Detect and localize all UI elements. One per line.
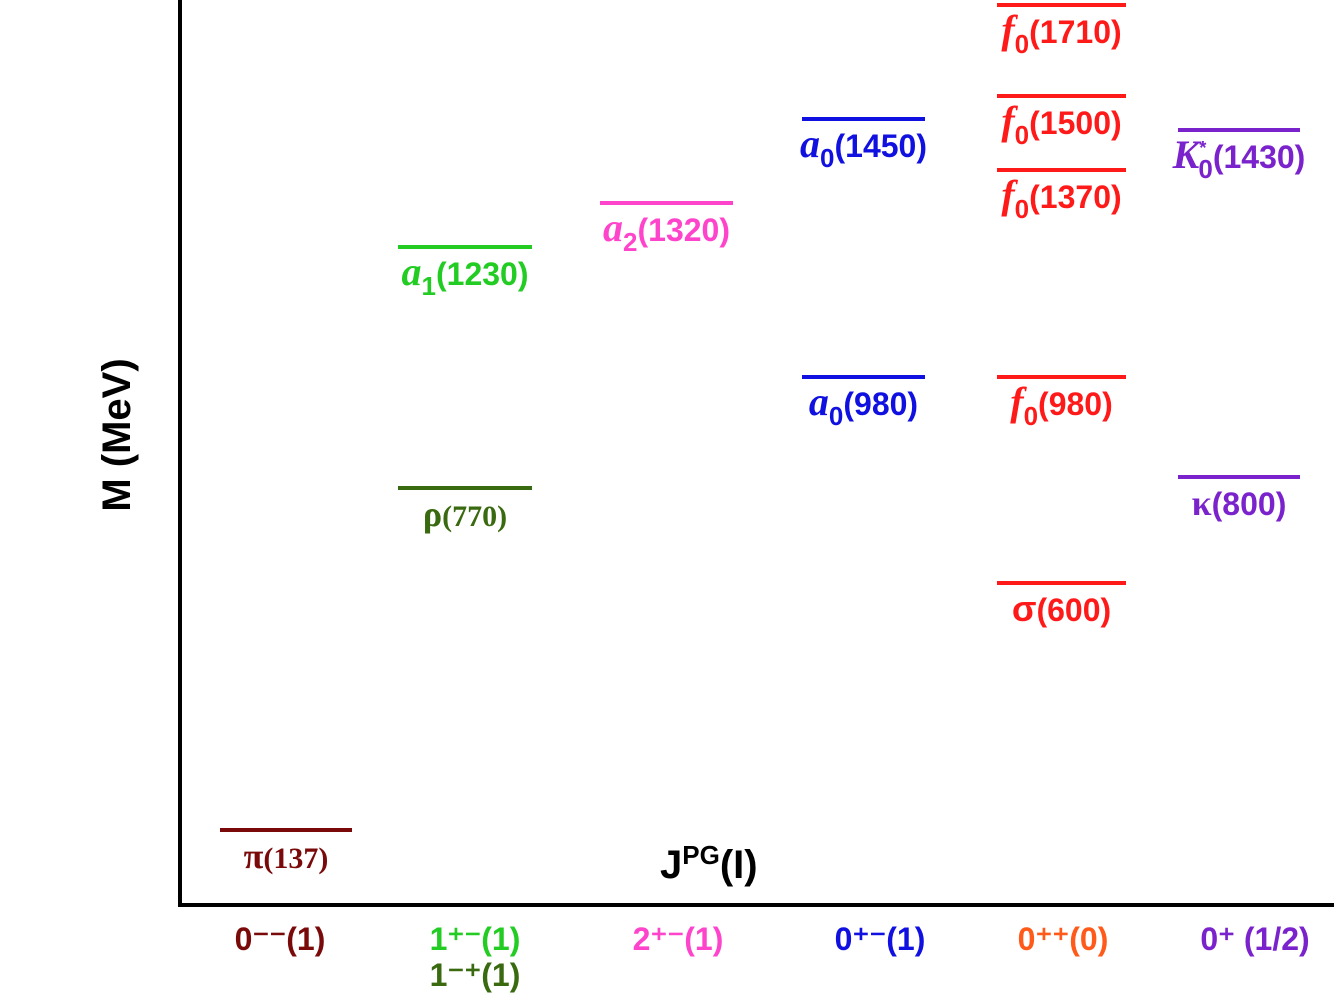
level-tail: (137) <box>263 842 328 875</box>
column-label: 1⁺⁻(1) <box>430 921 521 957</box>
x-axis-label-tail: (I) <box>720 843 758 887</box>
level-name: κ <box>1192 483 1212 523</box>
column-label: 0⁺ (1/2) <box>1200 921 1309 957</box>
level-label: a2(1320) <box>603 205 730 257</box>
level-label: π(137) <box>244 836 329 876</box>
x-axis-label: JPG(I) <box>660 840 758 887</box>
level-sub: 0 <box>1024 401 1038 431</box>
level-label: a0(1450) <box>800 121 927 173</box>
level-tail: (1370) <box>1029 179 1122 215</box>
column-label: 0⁺⁻(1) <box>835 921 926 957</box>
level-label: f0(1370) <box>1001 172 1121 224</box>
level-name: f <box>1010 379 1027 424</box>
level-name: K <box>1172 132 1202 177</box>
level-label: f0(1500) <box>1001 98 1121 150</box>
column-label: 1⁻⁺(1) <box>430 957 521 993</box>
level-name: σ <box>1012 588 1037 629</box>
level-tail: (1500) <box>1029 105 1122 141</box>
level-sub: 0 <box>820 143 834 173</box>
level-tail: (1230) <box>436 256 529 292</box>
level-label: f0(1710) <box>1001 7 1121 59</box>
level-sup: * <box>1199 138 1206 158</box>
level-tail: (1430) <box>1213 139 1306 175</box>
level-name: a <box>603 205 623 250</box>
level-name: a <box>800 121 820 166</box>
column-label: 2⁺⁻(1) <box>633 921 724 957</box>
level-tail: (770) <box>442 500 507 533</box>
column-label: 0⁻⁻(1) <box>235 921 326 957</box>
level-tail: (980) <box>1038 386 1113 422</box>
level-label: a1(1230) <box>402 249 529 301</box>
level-label: ρ(770) <box>423 494 507 534</box>
y-axis-label: M (MeV) <box>95 358 139 511</box>
level-name: a <box>809 379 829 424</box>
level-tail: (800) <box>1212 486 1287 522</box>
level-label: σ(600) <box>1012 588 1111 629</box>
level-tail: (1710) <box>1029 14 1122 50</box>
column-label: 0⁺⁺(0) <box>1018 921 1109 957</box>
level-label: a0(980) <box>809 379 918 431</box>
level-sub: 0 <box>1015 120 1029 150</box>
level-name: π <box>244 836 264 876</box>
x-axis-label-base: J <box>660 843 682 887</box>
level-label: K* 0(1430) <box>1172 132 1306 184</box>
x-axis-label-sup: PG <box>682 840 720 870</box>
level-name: a <box>402 249 422 294</box>
level-sub: 2 <box>623 227 637 257</box>
level-name: f <box>1001 7 1018 52</box>
level-tail: (600) <box>1036 592 1111 628</box>
level-name: f <box>1001 172 1018 217</box>
level-label: f0(980) <box>1010 379 1113 431</box>
level-label: κ(800) <box>1192 483 1287 523</box>
level-sub: 0 <box>1015 194 1029 224</box>
level-name: ρ <box>423 494 442 534</box>
level-name: f <box>1001 98 1018 143</box>
level-sub: 1 <box>422 271 436 301</box>
level-tail: (980) <box>843 386 918 422</box>
level-tail: (1320) <box>637 212 730 248</box>
level-sub: 0 <box>1015 29 1029 59</box>
level-sub: 0 <box>829 401 843 431</box>
level-sub: 0 <box>1198 154 1212 184</box>
level-tail: (1450) <box>834 128 927 164</box>
